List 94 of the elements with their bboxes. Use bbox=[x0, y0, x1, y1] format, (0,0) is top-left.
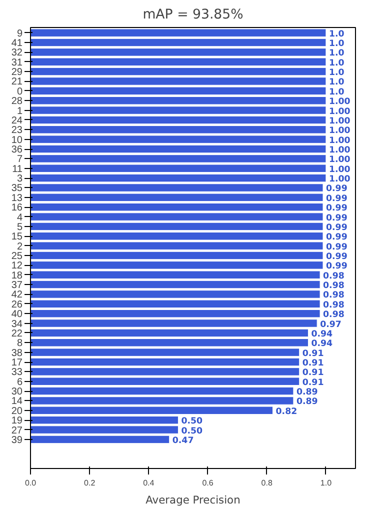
data-label: 0.98 bbox=[323, 271, 344, 282]
data-label: 1.0 bbox=[328, 58, 344, 68]
y-tick-label: 33 bbox=[11, 367, 23, 378]
x-tick-label: 0.2 bbox=[84, 478, 96, 488]
y-tick-label: 6 bbox=[16, 376, 23, 388]
data-label: 1.0 bbox=[328, 48, 344, 59]
y-tick-label: 10 bbox=[11, 134, 23, 146]
data-label: 1.0 bbox=[328, 68, 344, 78]
y-tick-label: 15 bbox=[11, 232, 23, 243]
data-label: 0.98 bbox=[323, 290, 344, 301]
data-label: 1.0 bbox=[328, 29, 344, 40]
data-label: 0.99 bbox=[326, 184, 348, 194]
data-label: 1.00 bbox=[328, 97, 350, 108]
data-label: 1.00 bbox=[328, 126, 350, 136]
y-tick-label: 36 bbox=[11, 144, 23, 156]
data-label: 0.97 bbox=[320, 320, 342, 330]
y-tick-label: 12 bbox=[11, 260, 23, 272]
data-label: 0.91 bbox=[302, 358, 324, 368]
y-tick-label: 24 bbox=[11, 115, 23, 126]
data-label: 0.98 bbox=[323, 281, 344, 292]
y-tick-label: 14 bbox=[11, 396, 23, 408]
y-tick-label: 17 bbox=[11, 358, 23, 368]
data-label: 0.99 bbox=[326, 232, 348, 243]
y-tick-label: 13 bbox=[11, 192, 23, 204]
data-label: 0.47 bbox=[172, 436, 194, 446]
y-tick-label: 1 bbox=[16, 106, 23, 117]
data-label: 0.99 bbox=[326, 252, 348, 262]
y-tick-label: 7 bbox=[16, 154, 23, 166]
chart-title: mAP = 93.85% bbox=[142, 8, 244, 22]
y-tick-label: 35 bbox=[11, 183, 23, 194]
y-tick-label: 4 bbox=[16, 212, 23, 224]
data-label: 0.99 bbox=[326, 242, 348, 252]
data-label: 1.0 bbox=[328, 39, 344, 50]
y-tick-label: 41 bbox=[11, 38, 23, 50]
y-tick-label: 40 bbox=[11, 309, 23, 320]
y-tick-label: 30 bbox=[11, 386, 23, 398]
x-tick-label: 0.4 bbox=[143, 478, 155, 488]
y-tick-label: 2 bbox=[16, 241, 23, 252]
data-label: 0.82 bbox=[276, 406, 298, 417]
data-label: 1.0 bbox=[328, 87, 344, 98]
data-label: 0.89 bbox=[296, 397, 318, 408]
y-tick-label: 25 bbox=[11, 251, 23, 262]
x-tick-label: 0.0 bbox=[24, 478, 37, 488]
data-label: 1.00 bbox=[328, 155, 350, 166]
data-label: 1.00 bbox=[328, 146, 350, 156]
y-tick-label: 22 bbox=[11, 328, 23, 340]
y-tick-label: 8 bbox=[16, 338, 23, 350]
y-tick-label: 29 bbox=[11, 67, 23, 78]
data-label: 0.99 bbox=[326, 204, 348, 214]
data-label: 0.99 bbox=[326, 194, 348, 204]
data-label: 0.99 bbox=[326, 222, 348, 233]
y-tick-label: 18 bbox=[11, 270, 23, 282]
x-tick-label: 0.8 bbox=[261, 478, 273, 488]
data-label: 0.99 bbox=[326, 213, 348, 224]
data-label: 0.98 bbox=[323, 300, 344, 310]
data-label: 0.50 bbox=[181, 416, 203, 427]
data-label: 1.00 bbox=[328, 106, 350, 117]
y-tick-label: 39 bbox=[11, 434, 23, 446]
data-label: 0.94 bbox=[311, 339, 333, 350]
data-label: 0.91 bbox=[302, 378, 324, 388]
y-tick-label: 23 bbox=[11, 125, 23, 136]
data-label: 1.00 bbox=[328, 164, 350, 175]
x-axis-title: Average Precision bbox=[146, 494, 240, 506]
data-label: 1.00 bbox=[328, 116, 350, 126]
y-tick-label: 21 bbox=[11, 76, 23, 88]
data-label: 1.00 bbox=[328, 136, 350, 146]
y-tick-label: 19 bbox=[11, 416, 23, 427]
data-label: 1.00 bbox=[328, 174, 350, 185]
y-tick-label: 34 bbox=[11, 318, 23, 330]
y-tick-label: 31 bbox=[11, 57, 23, 68]
data-label: 0.91 bbox=[302, 368, 324, 378]
x-tick-label: 1.0 bbox=[320, 478, 332, 488]
y-tick-label: 3 bbox=[16, 174, 23, 185]
y-tick-label: 16 bbox=[11, 202, 23, 214]
y-tick-label: 38 bbox=[11, 348, 23, 359]
y-tick-label: 11 bbox=[12, 164, 23, 175]
data-label: 0.50 bbox=[181, 426, 203, 436]
data-label: 1.0 bbox=[328, 78, 344, 88]
data-label: 0.94 bbox=[311, 329, 333, 340]
data-label: 0.91 bbox=[302, 348, 324, 359]
y-tick-label: 20 bbox=[11, 406, 23, 417]
y-tick-label: 32 bbox=[11, 48, 23, 59]
data-label: 0.89 bbox=[296, 388, 318, 398]
y-tick-label: 37 bbox=[11, 280, 23, 292]
x-tick-label: 0.6 bbox=[202, 478, 214, 488]
y-tick-label: 28 bbox=[11, 96, 23, 108]
y-tick-label: 9 bbox=[16, 28, 23, 40]
y-tick-label: 5 bbox=[16, 222, 23, 233]
y-tick-label: 0 bbox=[16, 86, 23, 98]
y-tick-label: 26 bbox=[11, 299, 23, 310]
y-tick-label: 27 bbox=[11, 425, 23, 436]
data-label: 0.98 bbox=[323, 310, 344, 320]
y-tick-label: 42 bbox=[11, 290, 23, 301]
data-label: 0.99 bbox=[326, 262, 348, 272]
